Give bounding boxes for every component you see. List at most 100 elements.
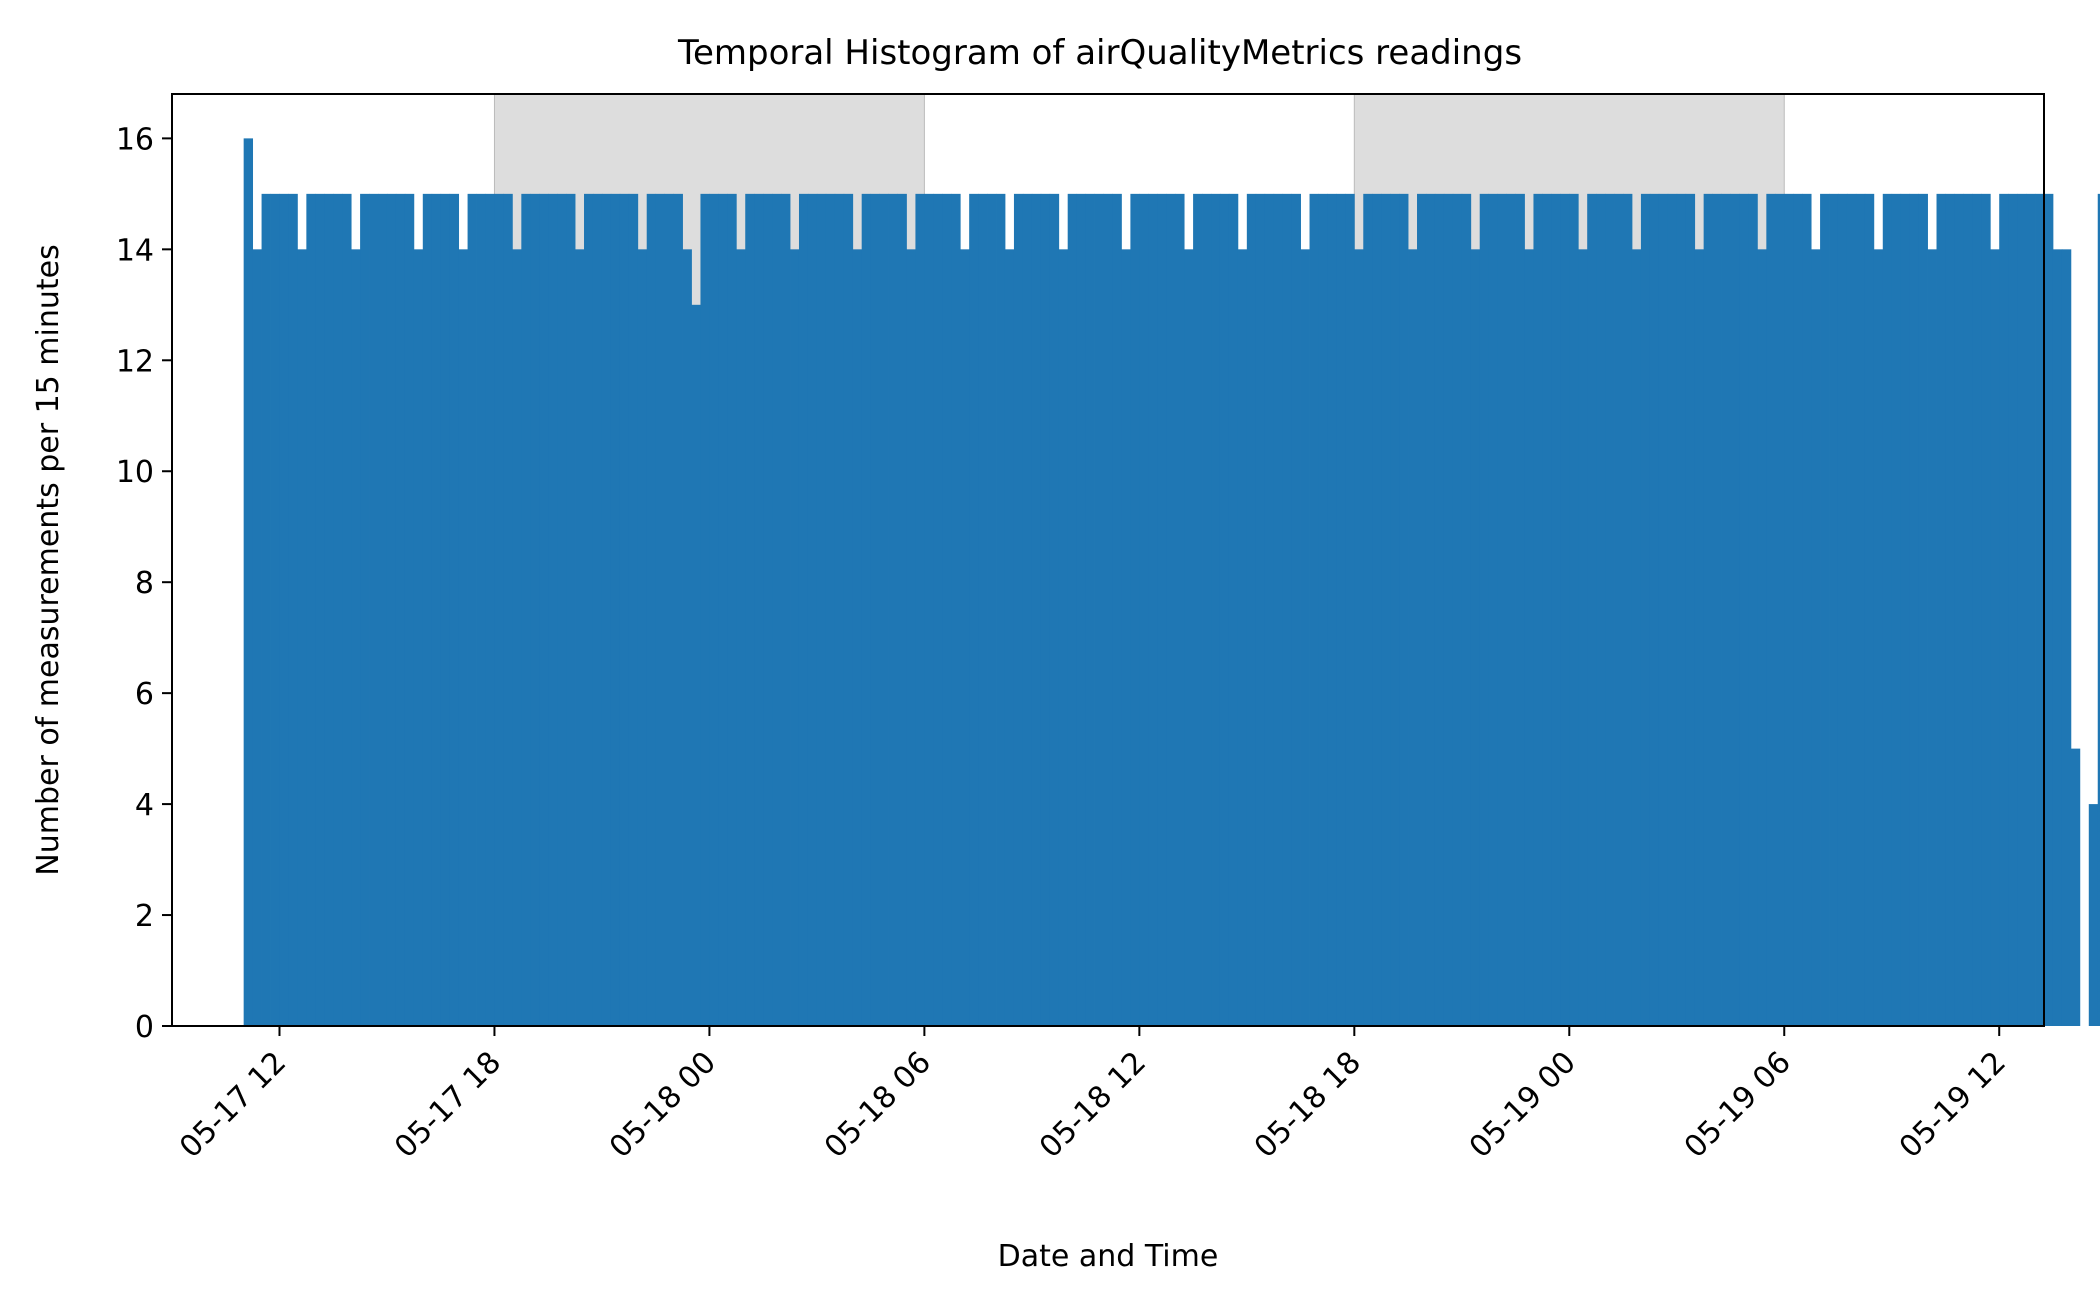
histogram-bar [440,193,451,1026]
histogram-bar [395,193,406,1026]
histogram-bar [324,193,334,1026]
x-axis: 05-17 12 05-17 18 05-18 00 05-18 06 05-18 12… [173,1026,2013,1165]
histogram-bar [745,193,755,1026]
x-tick-label: 05-19 12 [1893,1045,2013,1165]
histogram-bar [1712,193,1722,1026]
histogram-bar [2097,193,2100,1026]
histogram-bar [539,193,549,1026]
histogram-bar [619,193,630,1026]
histogram-bar [1757,249,1767,1027]
histogram-bar [1649,193,1660,1026]
histogram-bar [521,193,531,1026]
y-tick-label: 2 [135,899,154,934]
histogram-bar [816,193,827,1026]
histogram-bar [1390,193,1400,1026]
x-axis-label: Date and Time [998,1239,1219,1274]
histogram-bar [888,193,898,1026]
histogram-bar [1551,193,1561,1026]
histogram-bar [2052,249,2063,1027]
histogram-bar [897,193,907,1026]
histogram-bar [530,193,540,1026]
histogram-bar [1623,193,1633,1026]
histogram-bar [646,193,657,1026]
histogram-bar [772,193,782,1026]
histogram-bar [1157,193,1167,1026]
histogram-bar [1237,249,1248,1027]
histogram-bar [1246,193,1257,1026]
histogram-bar [987,193,997,1026]
histogram-bar [1022,193,1033,1026]
histogram-bar [431,193,442,1026]
histogram-bar [709,193,719,1026]
bars-layer [243,138,2100,1027]
histogram-bar [879,193,889,1026]
histogram-bar [1560,193,1570,1026]
histogram-bar [691,304,701,1026]
histogram-bar [996,193,1006,1026]
histogram-bar [637,249,648,1027]
histogram-bar [476,193,486,1026]
histogram-bar [1121,249,1131,1027]
histogram-bar [1569,193,1579,1026]
histogram-bar [1112,193,1122,1026]
histogram-bar [1676,193,1687,1026]
histogram-bar [906,249,916,1027]
histogram-bar [592,193,603,1026]
y-axis-label: Number of measurements per 15 minutes [31,244,66,875]
histogram-bar [2035,193,2045,1026]
histogram-bar [2044,193,2054,1026]
histogram-bar [1721,193,1731,1026]
histogram-bar [1425,193,1436,1026]
x-tick-label: 05-19 06 [1678,1045,1798,1165]
histogram-bar [1013,193,1024,1026]
histogram-bar [1076,193,1087,1026]
histogram-bar [1040,193,1051,1026]
histogram-bar [1184,249,1194,1027]
histogram-bar [1085,193,1095,1026]
histogram-bar [1273,193,1284,1026]
histogram-bar [933,193,943,1026]
histogram-bar [700,193,710,1026]
histogram-bar [1354,249,1364,1027]
histogram-bar [1748,193,1758,1026]
histogram-bar [1945,193,1955,1026]
histogram-bar [494,193,504,1026]
histogram-bar [2061,249,2072,1027]
histogram-bar [503,193,513,1026]
histogram-bar [297,249,307,1027]
histogram-bar [566,193,576,1026]
histogram-bar [2026,193,2036,1026]
histogram-bar [1882,193,1893,1026]
histogram-bar [1963,193,1973,1026]
histogram-bar [413,249,424,1027]
histogram-bar [342,193,352,1026]
histogram-bar [386,193,397,1026]
histogram-bar [1166,193,1176,1026]
plot-frame [171,93,2045,1027]
histogram-bar [1640,193,1651,1026]
histogram-bar [351,249,361,1027]
histogram-bar [1363,193,1373,1026]
histogram-bar [467,193,477,1026]
histogram-bar [1443,193,1454,1026]
histogram-bar [1837,193,1848,1026]
x-tick-label: 05-17 18 [388,1045,508,1165]
histogram-bar [1793,193,1803,1026]
y-tick-label: 16 [116,122,154,157]
histogram-bar [306,193,316,1026]
y-tick-label: 8 [135,566,154,601]
histogram-bar [1506,193,1516,1026]
histogram-bar [1219,193,1230,1026]
histogram-bar [422,193,433,1026]
histogram-bar [1685,193,1696,1026]
histogram-bar [1309,193,1319,1026]
histogram-bar [1497,193,1507,1026]
histogram-bar [1461,193,1472,1026]
histogram-bar [1990,249,2000,1027]
histogram-bar [1148,193,1158,1026]
histogram-bar [610,193,621,1026]
histogram-bar [1936,193,1946,1026]
histogram-bar [1802,193,1812,1026]
histogram-bar [1730,193,1740,1026]
histogram-bar [1175,193,1185,1026]
